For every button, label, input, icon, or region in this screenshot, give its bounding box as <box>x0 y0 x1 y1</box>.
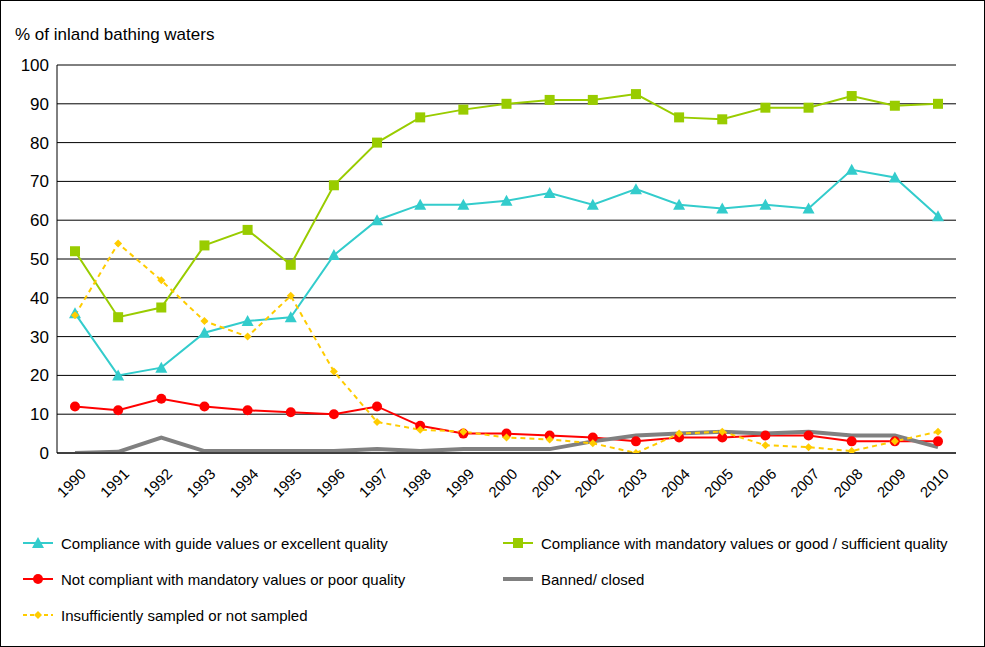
svg-text:2007: 2007 <box>787 465 823 501</box>
svg-text:2006: 2006 <box>744 465 780 501</box>
html-text:Compliance with mandatory valu: Compliance with mandatory values or good… <box>541 534 948 552</box>
html-text:% of inland bathing waters: % of inland bathing waters <box>15 25 215 44</box>
svg-text:1991: 1991 <box>97 465 133 501</box>
svg-text:1997: 1997 <box>355 465 391 501</box>
svg-text:100: 100 <box>21 56 49 75</box>
svg-text:50: 50 <box>30 250 49 269</box>
svg-text:2010: 2010 <box>916 465 952 501</box>
svg-text:2009: 2009 <box>873 465 909 501</box>
svg-text:40: 40 <box>30 289 49 308</box>
svg-text:90: 90 <box>30 95 49 114</box>
html-text:Banned/ closed: Banned/ closed <box>541 570 645 588</box>
svg-text:1992: 1992 <box>140 465 176 501</box>
svg-text:20: 20 <box>30 366 49 385</box>
html-text:Not compliant with mandatory v: Not compliant with mandatory values or p… <box>61 570 406 588</box>
svg-text:2000: 2000 <box>485 465 521 501</box>
svg-text:2008: 2008 <box>830 465 866 501</box>
svg-text:2002: 2002 <box>571 465 607 501</box>
svg-text:10: 10 <box>30 405 49 424</box>
svg-text:2001: 2001 <box>528 465 564 501</box>
svg-text:2003: 2003 <box>614 465 650 501</box>
svg-text:0: 0 <box>40 444 49 463</box>
svg-text:1994: 1994 <box>226 465 262 501</box>
svg-text:1999: 1999 <box>442 465 478 501</box>
html-text:Compliance with guide values o: Compliance with guide values or excellen… <box>61 534 388 552</box>
svg-text:70: 70 <box>30 172 49 191</box>
html-text:Insufficiently sampled or not: Insufficiently sampled or not sampled <box>61 606 308 624</box>
svg-text:60: 60 <box>30 211 49 230</box>
svg-text:1998: 1998 <box>399 465 435 501</box>
svg-text:30: 30 <box>30 328 49 347</box>
svg-text:2004: 2004 <box>658 465 694 501</box>
svg-text:1995: 1995 <box>269 465 305 501</box>
svg-text:1996: 1996 <box>312 465 348 501</box>
svg-text:80: 80 <box>30 134 49 153</box>
svg-text:2005: 2005 <box>701 465 737 501</box>
svg-text:1993: 1993 <box>183 465 219 501</box>
svg-text:1990: 1990 <box>53 465 89 501</box>
